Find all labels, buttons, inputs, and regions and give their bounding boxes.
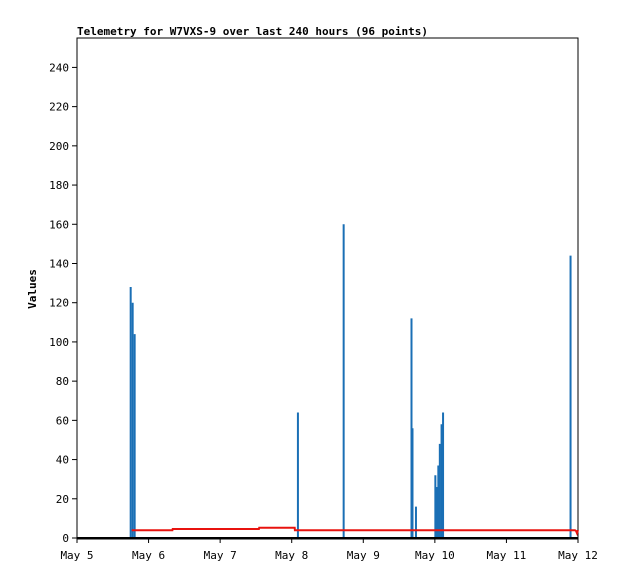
x-tick-label: May 12 [558, 549, 598, 562]
line-path [131, 526, 579, 537]
y-tick-label: 100 [49, 336, 69, 349]
y-tick-label: 120 [49, 297, 69, 310]
y-tick-label: 200 [49, 140, 69, 153]
y-axis: 0 20 40 60 80 100 120 140 160 180 200 220 240 [49, 61, 77, 545]
y-tick-label: 0 [62, 532, 69, 545]
plot-frame [76, 37, 579, 540]
y-tick-label: 180 [49, 179, 69, 192]
y-tick-label: 160 [49, 218, 69, 231]
y-axis-label: Values [26, 269, 39, 309]
x-tick-label: May 10 [415, 549, 455, 562]
y-tick-label: 60 [56, 414, 69, 427]
line-series [131, 526, 579, 537]
bar-series [129, 224, 572, 538]
x-tick-label: May 6 [132, 549, 165, 562]
chart-title: Telemetry for W7VXS-9 over last 240 hour… [77, 25, 428, 38]
x-axis: May 5 May 6 May 7 May 8 May 9 May 10 May 11 May… [60, 538, 598, 562]
x-tick-label: May 8 [275, 549, 308, 562]
x-tick-label: May 5 [60, 549, 93, 562]
x-tick-label: May 11 [487, 549, 527, 562]
y-tick-label: 80 [56, 375, 69, 388]
x-tick-label: May 9 [347, 549, 380, 562]
y-tick-label: 20 [56, 493, 69, 506]
y-tick-label: 220 [49, 101, 69, 114]
y-tick-label: 40 [56, 454, 69, 467]
x-tick-label: May 7 [204, 549, 237, 562]
y-tick-label: 140 [49, 257, 69, 270]
y-tick-label: 240 [49, 61, 69, 74]
